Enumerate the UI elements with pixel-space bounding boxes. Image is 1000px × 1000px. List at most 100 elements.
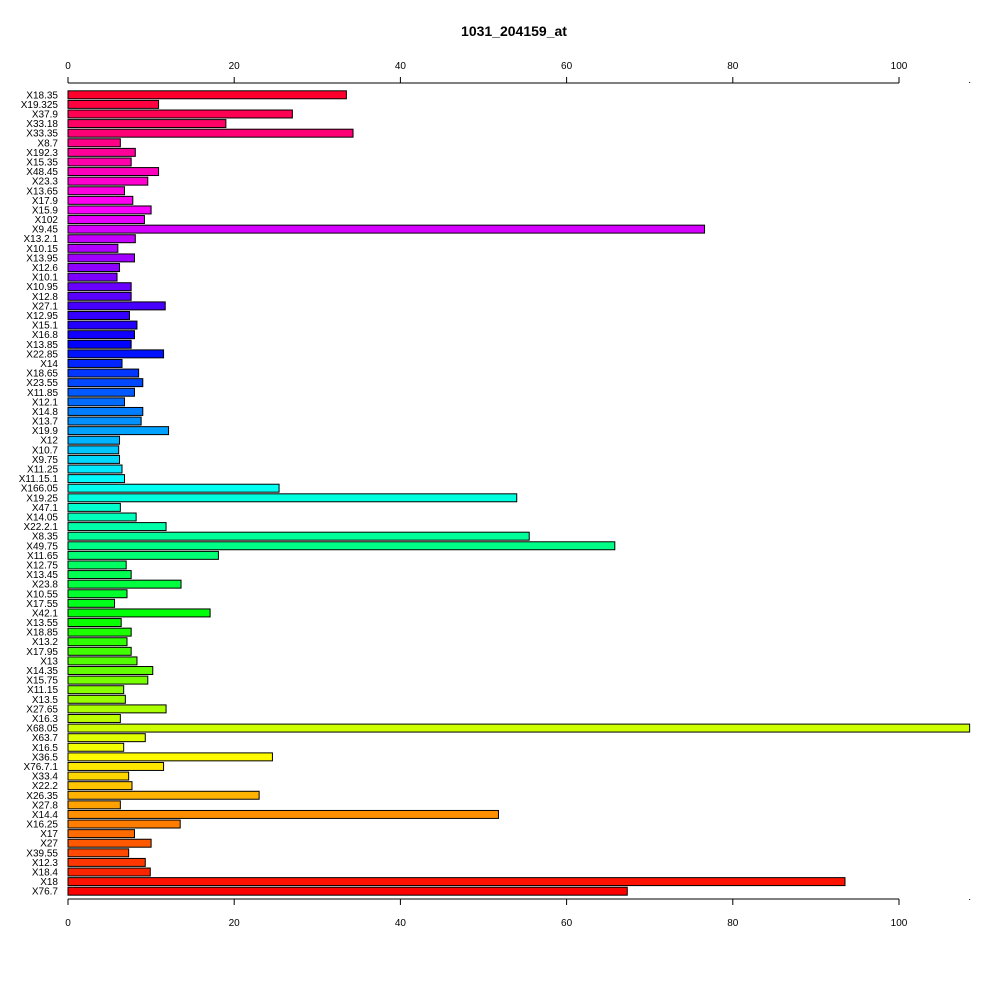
category-label: X13.7 — [32, 417, 59, 428]
bar — [67, 483, 280, 493]
bar — [67, 829, 135, 839]
bar — [67, 790, 260, 800]
bar — [67, 138, 121, 148]
tick-label: 80 — [727, 918, 739, 929]
bar — [67, 752, 273, 762]
tick-label: 60 — [561, 61, 573, 72]
bar — [67, 886, 628, 896]
category-label: X33.35 — [26, 129, 58, 140]
bar — [67, 666, 154, 675]
bar — [67, 205, 152, 215]
category-label: X16.25 — [26, 820, 58, 831]
category-label: X14.05 — [26, 512, 58, 523]
bar — [67, 224, 706, 234]
bar — [67, 397, 126, 407]
bar — [67, 714, 121, 723]
tick-label: 100 — [891, 918, 908, 929]
bar — [67, 838, 152, 848]
category-label: X27.65 — [26, 704, 58, 715]
category-label: X27 — [40, 839, 58, 850]
bar — [67, 771, 130, 781]
category-label: X16.3 — [32, 714, 59, 725]
bar — [67, 809, 499, 819]
category-label: X15.75 — [26, 676, 58, 687]
category-label: X33.18 — [26, 119, 58, 130]
category-label: X17.95 — [26, 647, 58, 658]
bar — [67, 406, 144, 416]
category-label: X13.45 — [26, 570, 58, 581]
category-label: X13.65 — [26, 186, 58, 197]
x-axis-bottom: 0 20 40 60 80 100 — [65, 898, 971, 929]
category-label: X22.85 — [26, 349, 58, 360]
tick-label: 0 — [65, 61, 71, 72]
bar — [67, 416, 142, 426]
bar — [67, 627, 132, 637]
bar — [67, 128, 354, 138]
category-label: X12.3 — [32, 858, 59, 869]
tick-label: 40 — [395, 61, 407, 72]
category-label: X12.6 — [32, 263, 59, 274]
bar — [67, 234, 136, 244]
bar — [67, 282, 132, 292]
bar — [67, 119, 227, 129]
category-label: X22.2.1 — [24, 522, 59, 533]
bar — [67, 589, 128, 599]
category-label: X49.75 — [26, 541, 58, 552]
bar — [67, 349, 165, 359]
bar — [67, 877, 846, 887]
bar — [67, 848, 130, 858]
tick-label: 0 — [65, 918, 71, 929]
bar — [67, 99, 160, 109]
tick-label: 80 — [727, 61, 739, 72]
bar — [67, 723, 971, 733]
bar — [67, 167, 160, 177]
bar — [67, 781, 133, 791]
bar — [67, 694, 126, 704]
bar — [67, 330, 135, 340]
category-label: X9.75 — [32, 455, 59, 466]
bar — [67, 531, 530, 541]
bar — [67, 311, 130, 320]
category-label: X15.1 — [32, 321, 59, 332]
category-label: X17.9 — [32, 196, 59, 207]
category-label: X23.55 — [26, 378, 58, 389]
tick-label: 60 — [561, 918, 573, 929]
bar — [67, 263, 121, 272]
category-label: X11.25 — [27, 465, 58, 476]
bar — [67, 608, 211, 618]
category-label: X63.7 — [32, 733, 59, 744]
category-label: X76.7.1 — [24, 762, 59, 773]
category-label: X10.15 — [26, 244, 58, 255]
category-label: X48.45 — [26, 167, 58, 178]
category-label: X14.4 — [32, 810, 59, 821]
bar — [67, 435, 121, 445]
category-label: X33.4 — [32, 772, 59, 783]
category-label: X102 — [35, 215, 59, 226]
category-label: X18.4 — [32, 868, 59, 879]
category-label: X10.95 — [26, 282, 58, 293]
chart-title: 1031_204159_at — [461, 23, 567, 39]
category-label: X9.45 — [32, 225, 59, 236]
bar — [67, 195, 134, 205]
bar — [67, 147, 136, 157]
bar-series — [67, 90, 971, 896]
tick-label: 20 — [229, 918, 241, 929]
bar — [67, 474, 126, 484]
category-label: X15.35 — [26, 157, 58, 168]
bar — [67, 598, 116, 608]
bar — [67, 541, 616, 551]
bar — [67, 733, 146, 743]
bar — [67, 291, 132, 301]
x-axis-top: 0 20 40 60 80 100 — [65, 61, 971, 84]
category-label: X19.325 — [21, 100, 59, 111]
category-label: X13.2.1 — [24, 234, 59, 245]
bar — [67, 867, 151, 877]
category-label: X37.9 — [32, 109, 59, 120]
category-label: X11.15 — [27, 685, 58, 696]
category-label: X166.05 — [21, 484, 59, 495]
bar — [67, 157, 132, 167]
bar — [67, 857, 146, 867]
category-label: X11.15.1 — [19, 474, 59, 485]
bar — [67, 109, 293, 119]
